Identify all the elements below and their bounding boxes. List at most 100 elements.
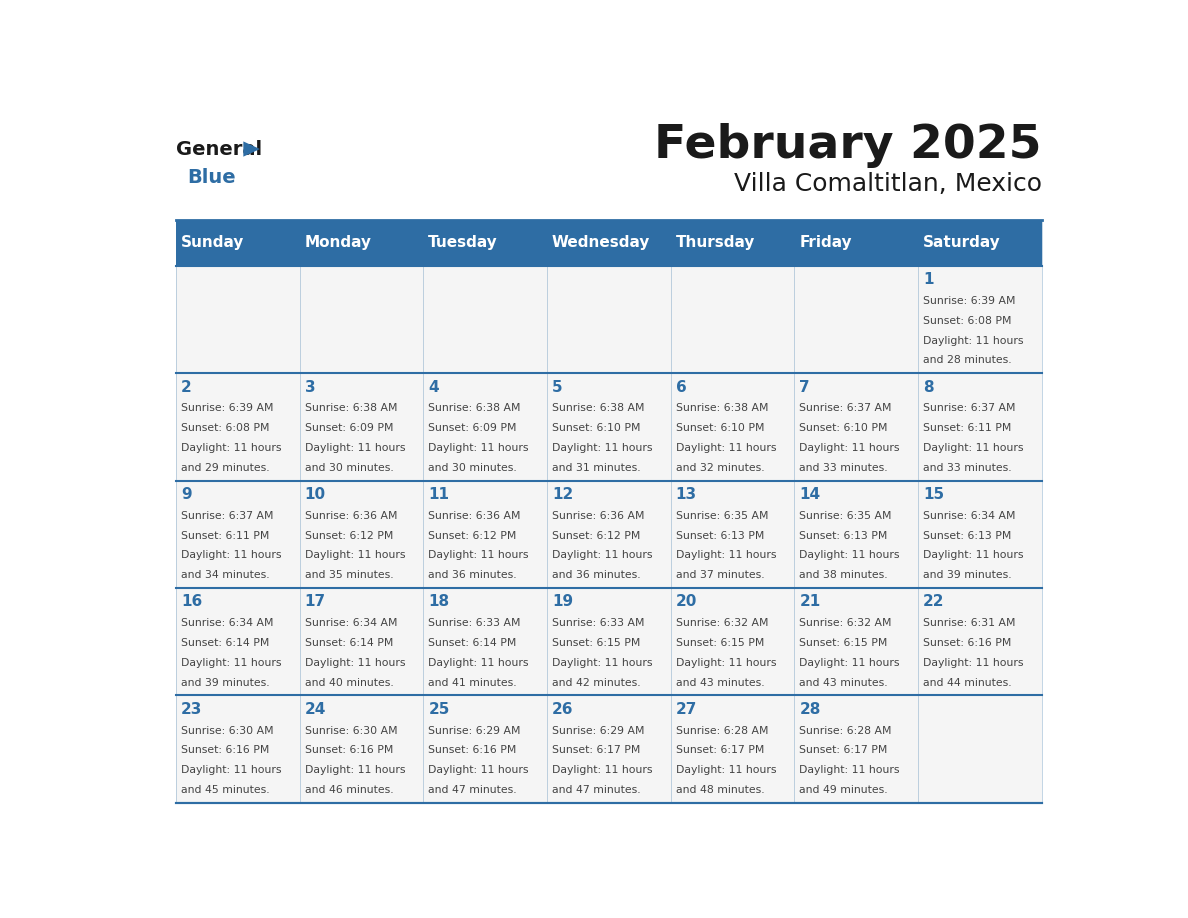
- Text: Daylight: 11 hours: Daylight: 11 hours: [676, 551, 776, 560]
- Text: Villa Comaltitlan, Mexico: Villa Comaltitlan, Mexico: [733, 173, 1042, 196]
- Text: Sunset: 6:15 PM: Sunset: 6:15 PM: [676, 638, 764, 648]
- Bar: [918, 265, 1042, 373]
- Text: Daylight: 11 hours: Daylight: 11 hours: [552, 658, 652, 667]
- Text: Sunrise: 6:30 AM: Sunrise: 6:30 AM: [304, 725, 397, 735]
- Text: Daylight: 11 hours: Daylight: 11 hours: [676, 443, 776, 453]
- Text: Daylight: 11 hours: Daylight: 11 hours: [304, 766, 405, 776]
- Text: Sunset: 6:12 PM: Sunset: 6:12 PM: [429, 531, 517, 541]
- Text: Daylight: 11 hours: Daylight: 11 hours: [429, 443, 529, 453]
- Text: 18: 18: [429, 595, 449, 610]
- Text: 13: 13: [676, 487, 696, 502]
- Text: 25: 25: [429, 702, 450, 717]
- Text: Sunset: 6:16 PM: Sunset: 6:16 PM: [429, 745, 517, 756]
- Bar: [423, 265, 546, 373]
- Text: and 47 minutes.: and 47 minutes.: [429, 785, 517, 795]
- Text: Sunrise: 6:35 AM: Sunrise: 6:35 AM: [800, 510, 892, 521]
- Text: Sunrise: 6:34 AM: Sunrise: 6:34 AM: [304, 618, 397, 628]
- Text: Sunrise: 6:37 AM: Sunrise: 6:37 AM: [800, 403, 892, 413]
- Bar: [176, 588, 299, 696]
- Text: 9: 9: [181, 487, 191, 502]
- Bar: [795, 373, 918, 480]
- Text: Daylight: 11 hours: Daylight: 11 hours: [923, 443, 1023, 453]
- Text: Daylight: 11 hours: Daylight: 11 hours: [923, 551, 1023, 560]
- Text: General: General: [176, 140, 263, 159]
- Bar: [176, 696, 299, 803]
- Text: 21: 21: [800, 595, 821, 610]
- Text: Sunrise: 6:38 AM: Sunrise: 6:38 AM: [552, 403, 644, 413]
- Text: Daylight: 11 hours: Daylight: 11 hours: [676, 766, 776, 776]
- Bar: [176, 219, 1042, 265]
- Text: Blue: Blue: [188, 168, 235, 186]
- Bar: [176, 373, 299, 480]
- Text: 24: 24: [304, 702, 326, 717]
- Bar: [795, 588, 918, 696]
- Text: Sunset: 6:16 PM: Sunset: 6:16 PM: [304, 745, 393, 756]
- Bar: [423, 480, 546, 588]
- Text: Sunrise: 6:38 AM: Sunrise: 6:38 AM: [676, 403, 769, 413]
- Text: Sunset: 6:15 PM: Sunset: 6:15 PM: [800, 638, 887, 648]
- Text: 26: 26: [552, 702, 574, 717]
- Text: Sunrise: 6:37 AM: Sunrise: 6:37 AM: [181, 510, 273, 521]
- Text: Sunrise: 6:38 AM: Sunrise: 6:38 AM: [304, 403, 397, 413]
- Bar: [918, 588, 1042, 696]
- Text: Wednesday: Wednesday: [552, 235, 650, 251]
- Text: Sunset: 6:13 PM: Sunset: 6:13 PM: [923, 531, 1011, 541]
- Text: 20: 20: [676, 595, 697, 610]
- Bar: [918, 696, 1042, 803]
- Text: Sunset: 6:08 PM: Sunset: 6:08 PM: [181, 423, 270, 433]
- Text: Daylight: 11 hours: Daylight: 11 hours: [304, 658, 405, 667]
- Text: Sunset: 6:08 PM: Sunset: 6:08 PM: [923, 316, 1011, 326]
- Text: Sunrise: 6:34 AM: Sunrise: 6:34 AM: [181, 618, 273, 628]
- Text: Sunset: 6:17 PM: Sunset: 6:17 PM: [676, 745, 764, 756]
- Text: and 33 minutes.: and 33 minutes.: [923, 463, 1011, 473]
- Text: Daylight: 11 hours: Daylight: 11 hours: [552, 766, 652, 776]
- Text: Sunrise: 6:32 AM: Sunrise: 6:32 AM: [800, 618, 892, 628]
- Text: Sunset: 6:17 PM: Sunset: 6:17 PM: [800, 745, 887, 756]
- Text: Daylight: 11 hours: Daylight: 11 hours: [181, 766, 282, 776]
- Bar: [299, 373, 423, 480]
- Text: 14: 14: [800, 487, 821, 502]
- Text: Sunset: 6:09 PM: Sunset: 6:09 PM: [304, 423, 393, 433]
- Text: Sunset: 6:12 PM: Sunset: 6:12 PM: [304, 531, 393, 541]
- Text: Daylight: 11 hours: Daylight: 11 hours: [923, 658, 1023, 667]
- Bar: [795, 696, 918, 803]
- Text: Sunset: 6:14 PM: Sunset: 6:14 PM: [181, 638, 270, 648]
- Text: Sunday: Sunday: [181, 235, 245, 251]
- Text: Sunset: 6:16 PM: Sunset: 6:16 PM: [923, 638, 1011, 648]
- Text: Sunrise: 6:39 AM: Sunrise: 6:39 AM: [181, 403, 273, 413]
- Text: Sunset: 6:14 PM: Sunset: 6:14 PM: [304, 638, 393, 648]
- Text: Daylight: 11 hours: Daylight: 11 hours: [800, 658, 899, 667]
- Text: and 37 minutes.: and 37 minutes.: [676, 570, 764, 580]
- Bar: [546, 696, 671, 803]
- Text: Daylight: 11 hours: Daylight: 11 hours: [181, 551, 282, 560]
- Text: 2: 2: [181, 379, 191, 395]
- Text: Sunrise: 6:31 AM: Sunrise: 6:31 AM: [923, 618, 1016, 628]
- Text: Sunset: 6:13 PM: Sunset: 6:13 PM: [800, 531, 887, 541]
- Text: Sunset: 6:17 PM: Sunset: 6:17 PM: [552, 745, 640, 756]
- Bar: [795, 480, 918, 588]
- Text: Saturday: Saturday: [923, 235, 1000, 251]
- Bar: [546, 480, 671, 588]
- Text: Daylight: 11 hours: Daylight: 11 hours: [304, 551, 405, 560]
- Bar: [423, 696, 546, 803]
- Text: February 2025: February 2025: [655, 123, 1042, 168]
- Text: Sunset: 6:11 PM: Sunset: 6:11 PM: [181, 531, 270, 541]
- Text: 6: 6: [676, 379, 687, 395]
- Text: Sunrise: 6:36 AM: Sunrise: 6:36 AM: [429, 510, 520, 521]
- Text: 22: 22: [923, 595, 944, 610]
- Text: and 32 minutes.: and 32 minutes.: [676, 463, 764, 473]
- Text: and 40 minutes.: and 40 minutes.: [304, 677, 393, 688]
- Text: 23: 23: [181, 702, 202, 717]
- Text: Sunrise: 6:29 AM: Sunrise: 6:29 AM: [429, 725, 520, 735]
- Text: and 30 minutes.: and 30 minutes.: [304, 463, 393, 473]
- Text: Sunrise: 6:32 AM: Sunrise: 6:32 AM: [676, 618, 769, 628]
- Bar: [299, 696, 423, 803]
- Bar: [176, 480, 299, 588]
- Text: Sunrise: 6:38 AM: Sunrise: 6:38 AM: [429, 403, 520, 413]
- Text: Sunrise: 6:39 AM: Sunrise: 6:39 AM: [923, 296, 1016, 306]
- Text: Sunset: 6:09 PM: Sunset: 6:09 PM: [429, 423, 517, 433]
- Text: and 47 minutes.: and 47 minutes.: [552, 785, 640, 795]
- Text: Daylight: 11 hours: Daylight: 11 hours: [181, 658, 282, 667]
- Text: and 42 minutes.: and 42 minutes.: [552, 677, 640, 688]
- Text: Daylight: 11 hours: Daylight: 11 hours: [552, 551, 652, 560]
